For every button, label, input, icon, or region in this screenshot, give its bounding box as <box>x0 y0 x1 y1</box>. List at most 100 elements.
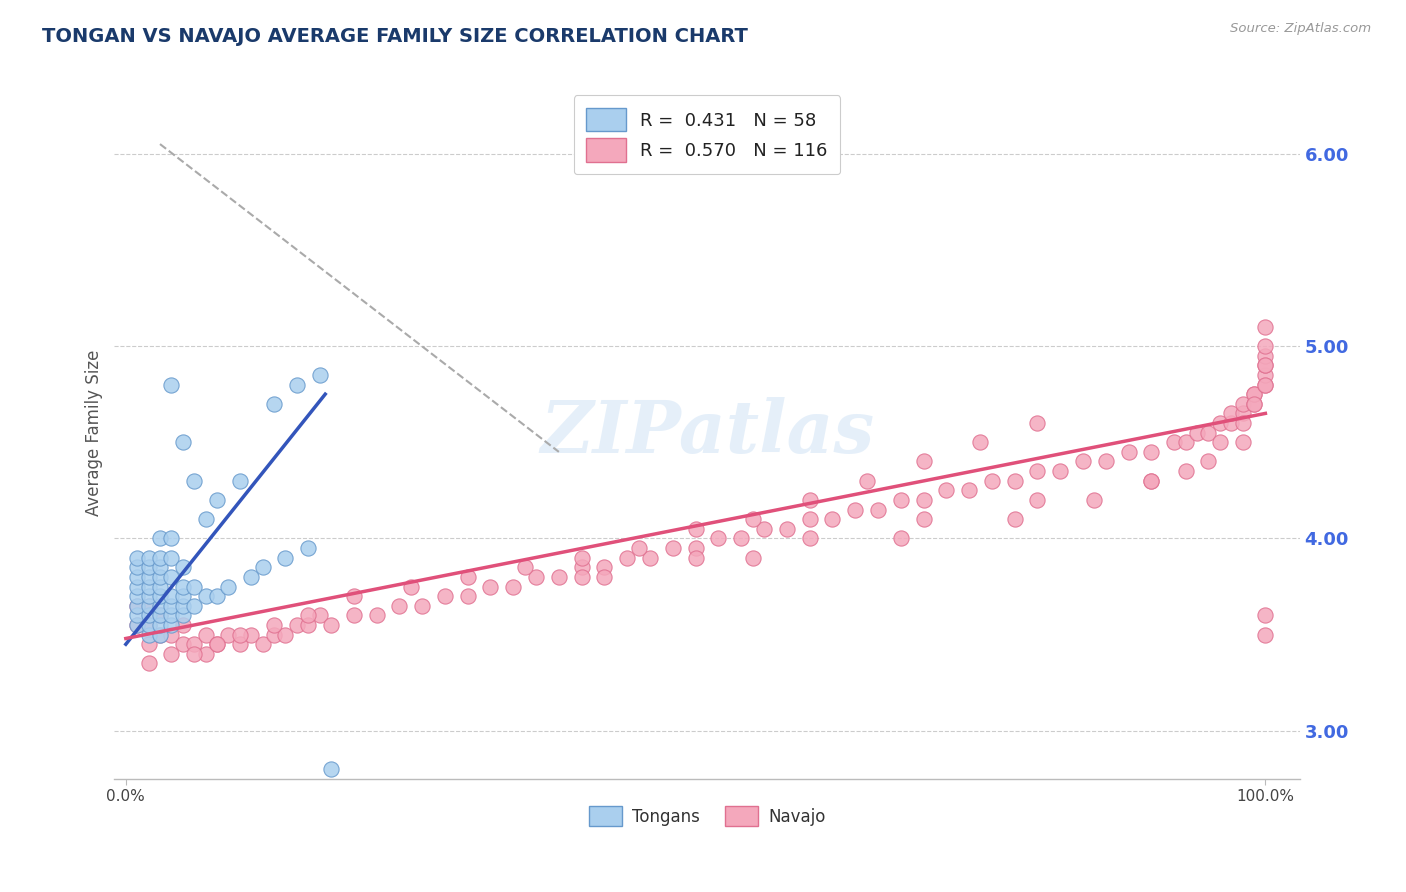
Point <box>662 541 685 555</box>
Point <box>1254 608 1277 623</box>
Point <box>1232 406 1254 420</box>
Point <box>912 512 935 526</box>
Point <box>183 637 205 651</box>
Point <box>194 627 217 641</box>
Point <box>638 550 661 565</box>
Point <box>285 618 308 632</box>
Point <box>1049 464 1071 478</box>
Point <box>297 618 319 632</box>
Point <box>1254 349 1277 363</box>
Text: ZIPatlas: ZIPatlas <box>540 397 875 468</box>
Point <box>571 570 593 584</box>
Point <box>457 589 479 603</box>
Point <box>1209 416 1232 430</box>
Point <box>160 647 183 661</box>
Point <box>183 647 205 661</box>
Point <box>1026 416 1049 430</box>
Point <box>524 570 547 584</box>
Point <box>160 618 183 632</box>
Point <box>127 589 149 603</box>
Point <box>149 550 172 565</box>
Point <box>957 483 980 498</box>
Point <box>138 618 160 632</box>
Point <box>149 589 172 603</box>
Point <box>160 532 183 546</box>
Point <box>160 570 183 584</box>
Point <box>240 570 263 584</box>
Point <box>980 474 1002 488</box>
Point <box>160 627 183 641</box>
Point <box>866 502 889 516</box>
Point <box>138 599 160 613</box>
Point <box>593 570 616 584</box>
Point <box>502 580 524 594</box>
Point <box>252 560 274 574</box>
Point <box>138 618 160 632</box>
Point <box>138 657 160 671</box>
Point <box>741 512 763 526</box>
Point <box>1220 406 1243 420</box>
Point <box>1209 435 1232 450</box>
Point <box>160 550 183 565</box>
Point <box>183 599 205 613</box>
Point <box>183 474 205 488</box>
Point <box>776 522 799 536</box>
Point <box>127 599 149 613</box>
Point <box>160 599 183 613</box>
Point <box>149 608 172 623</box>
Point <box>160 608 183 623</box>
Point <box>149 532 172 546</box>
Point <box>263 618 285 632</box>
Point <box>263 627 285 641</box>
Point <box>1254 377 1277 392</box>
Point <box>388 599 411 613</box>
Point <box>149 618 172 632</box>
Point <box>127 618 149 632</box>
Point <box>969 435 991 450</box>
Point <box>513 560 536 574</box>
Point <box>1243 397 1265 411</box>
Point <box>1095 454 1118 468</box>
Point <box>1118 445 1140 459</box>
Point <box>1232 435 1254 450</box>
Point <box>890 493 912 508</box>
Point <box>1254 377 1277 392</box>
Point <box>172 618 194 632</box>
Point <box>172 435 194 450</box>
Point <box>149 599 172 613</box>
Point <box>1026 493 1049 508</box>
Point <box>1071 454 1094 468</box>
Point <box>1254 368 1277 382</box>
Point <box>194 512 217 526</box>
Point <box>752 522 775 536</box>
Point <box>217 627 239 641</box>
Point <box>149 608 172 623</box>
Point <box>616 550 638 565</box>
Point <box>217 580 239 594</box>
Point <box>205 493 228 508</box>
Point <box>343 608 366 623</box>
Point <box>138 570 160 584</box>
Point <box>741 550 763 565</box>
Point <box>127 608 149 623</box>
Point <box>194 647 217 661</box>
Point <box>149 627 172 641</box>
Point <box>274 627 297 641</box>
Point <box>138 550 160 565</box>
Point <box>912 493 935 508</box>
Point <box>685 550 707 565</box>
Point <box>149 560 172 574</box>
Point <box>1140 474 1163 488</box>
Point <box>194 589 217 603</box>
Point <box>1254 359 1277 373</box>
Point <box>1220 416 1243 430</box>
Point <box>1232 397 1254 411</box>
Point <box>297 608 319 623</box>
Point <box>799 532 821 546</box>
Point <box>1232 416 1254 430</box>
Point <box>138 589 160 603</box>
Point <box>457 570 479 584</box>
Point <box>1254 319 1277 334</box>
Point <box>627 541 650 555</box>
Point <box>160 589 183 603</box>
